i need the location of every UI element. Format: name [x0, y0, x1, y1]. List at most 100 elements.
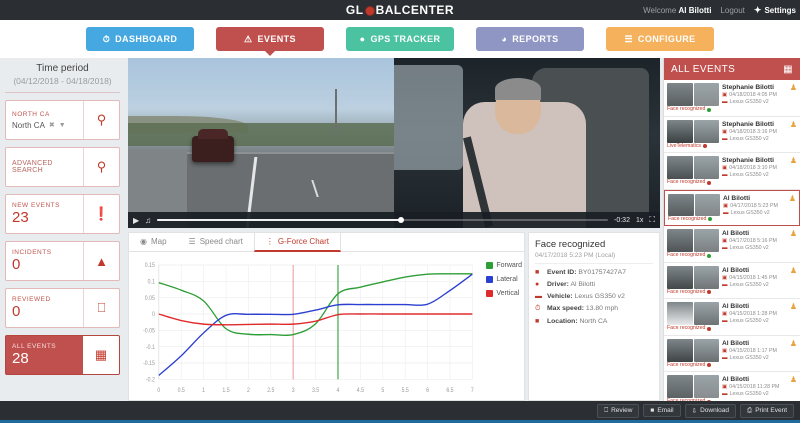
region-filter-card[interactable]: NORTH CA North CA ✖ ▼ ⚲: [5, 100, 120, 140]
chart-xtick: 4: [337, 388, 340, 394]
stat-reviewed-body: REVIEWED 0: [6, 289, 83, 327]
download-button[interactable]: ⇩ Download: [684, 403, 736, 418]
event-thumbnails[interactable]: Face recognized: [667, 302, 719, 332]
video-progress-scrubber[interactable]: [157, 217, 609, 223]
region-selected-value: North CA: [12, 120, 45, 130]
nav-tab-reports[interactable]: ◕ REPORTS: [476, 27, 584, 51]
top-header-bar: GL BAL CENTER Welcome Al Bilotti Logout …: [0, 0, 800, 20]
chevron-down-icon[interactable]: ▼: [58, 121, 66, 129]
event-thumbnails[interactable]: Face recognized: [667, 229, 719, 259]
event-list-item[interactable]: Face recognized Al Bilotti ▣ 04/17/2018 5:1…: [664, 226, 800, 263]
tab-map[interactable]: ◉ Map: [129, 233, 178, 251]
event-list-item[interactable]: LiveTelematics Stephanie Bilotti ▣ 04/18/20…: [664, 116, 800, 153]
clear-icon[interactable]: ✖: [48, 122, 55, 129]
chart-ytick: -0.15: [143, 361, 155, 367]
left-sidebar: Time period (04/12/2018 - 04/18/2018) NO…: [0, 58, 125, 401]
thumbnail-road-cam: [667, 338, 693, 362]
nav-tab-configure[interactable]: ☰ CONFIGURE: [606, 27, 714, 51]
columns-icon[interactable]: ▦: [783, 63, 793, 75]
event-list-item[interactable]: Face recognized Al Bilotti ▣ 04/15/2018 1:4…: [664, 262, 800, 299]
event-list-item[interactable]: Face recognized Al Bilotti ▣ 04/15/2018 1:2…: [664, 299, 800, 336]
event-thumbnails[interactable]: LiveTelematics: [667, 119, 719, 150]
print-event-button[interactable]: ⎙ Print Event: [740, 403, 794, 418]
region-filter-label: NORTH CA: [12, 110, 50, 118]
nav-tab-dashboard[interactable]: ⏱ DASHBOARD: [86, 27, 194, 51]
video-player[interactable]: ▶ ♫ -0:32 1x ⛶: [128, 58, 660, 228]
event-thumbnails[interactable]: Face recognized: [667, 83, 719, 113]
event-date-row: ▣ 04/17/2018 5:16 PM: [722, 238, 785, 244]
tab-g-force-chart[interactable]: ⋮ G-Force Chart: [253, 233, 341, 252]
email-button[interactable]: ■ Email: [643, 404, 681, 417]
stat-card-incidents[interactable]: INCIDENTS 0 ▲: [5, 241, 120, 281]
center-column: ▶ ♫ -0:32 1x ⛶ ◉ Map: [125, 58, 663, 401]
detail-max-speed-value: 13.80 mph: [585, 305, 619, 312]
globe-icon: [364, 6, 375, 16]
print-icon: ⎙: [747, 406, 753, 414]
video-progress-knob[interactable]: [397, 217, 404, 223]
event-list-item[interactable]: Face recognized Al Bilotti ▣ 04/17/2018 5:2…: [664, 189, 800, 226]
event-tag-label: Face recognized: [667, 179, 706, 186]
nav-tab-gps-tracker[interactable]: ● GPS TRACKER: [346, 27, 454, 51]
logout-link[interactable]: Logout: [720, 5, 745, 15]
location-icon: ■: [535, 318, 540, 325]
nav-tab-events[interactable]: ⚠ EVENTS: [216, 27, 324, 56]
event-vehicle-row: ▬ Lexus GS350 v2: [723, 210, 784, 216]
time-period-block[interactable]: Time period (04/12/2018 - 04/18/2018): [5, 58, 120, 93]
event-detail-panel: Face recognized 04/17/2018 5:23 PM (Loca…: [528, 232, 660, 401]
app-logo[interactable]: GL BAL CENTER: [346, 3, 454, 17]
event-list-item[interactable]: Face recognized Stephanie Bilotti ▣ 04/18/2…: [664, 153, 800, 190]
tab-speed-chart[interactable]: ☰ Speed chart: [178, 233, 254, 251]
volume-icon[interactable]: ♫: [145, 215, 152, 225]
video-feed-road-camera[interactable]: [128, 58, 394, 228]
review-button[interactable]: ⎕ Review: [597, 403, 640, 418]
advanced-search-card[interactable]: ADVANCED SEARCH ⚲: [5, 147, 120, 187]
event-vehicle-row: ▬ Lexus GS350 v2: [722, 245, 785, 251]
video-playback-speed[interactable]: 1x: [635, 216, 644, 224]
treeline-shape: [128, 122, 394, 147]
stat-all-events-label: ALL EVENTS: [12, 342, 57, 350]
event-thumbnails[interactable]: Face recognized: [667, 375, 719, 401]
event-date: 04/15/2018 1:45 PM: [729, 274, 777, 281]
fullscreen-icon[interactable]: ⛶: [649, 215, 655, 224]
event-list-item[interactable]: Face recognized Stephanie Bilotti ▣ 04/18/2…: [664, 80, 800, 117]
detail-driver-value: Al Bilotti: [570, 281, 595, 288]
detail-row-max-speed: ⏱ Max speed: 13.80 mph: [535, 305, 653, 313]
event-list-item[interactable]: Face recognized Al Bilotti ▣ 04/15/2018 1:1…: [664, 335, 800, 372]
event-list-item[interactable]: Face recognized Al Bilotti▣04/15/2018 11:…: [664, 372, 800, 401]
play-icon[interactable]: ▶: [133, 215, 140, 225]
event-vehicle: Lexus GS350 v2: [729, 281, 769, 288]
calendar-icon: ▣: [722, 165, 728, 171]
settings-button[interactable]: ✦ Settings: [754, 5, 796, 16]
stat-card-new-events[interactable]: NEW EVENTS 23 ❗: [5, 194, 120, 234]
search-icon[interactable]: ⚲: [83, 148, 119, 186]
speed-icon: ⏱: [535, 305, 541, 312]
logo-text-pre: GL: [345, 3, 364, 17]
event-thumbnail-pair: [668, 193, 720, 216]
event-thumbnail-pair: [667, 302, 719, 326]
legend-item-vertical[interactable]: Vertical: [486, 290, 522, 297]
map-pin-icon[interactable]: ⚲: [83, 101, 119, 139]
thumbnail-road-cam: [667, 156, 693, 180]
event-thumbnails[interactable]: Face recognized: [667, 156, 719, 186]
detail-max-speed-text: Max speed: 13.80 mph: [547, 305, 618, 312]
chart-xtick: 2: [247, 388, 250, 394]
chart-xtick: 2.5: [267, 388, 274, 394]
nav-tab-events-label: EVENTS: [257, 34, 296, 44]
events-list[interactable]: Face recognized Stephanie Bilotti ▣ 04/18/2…: [664, 80, 800, 401]
stat-card-reviewed[interactable]: REVIEWED 0 ⎕: [5, 288, 120, 328]
stat-card-all-events[interactable]: ALL EVENTS 28 ▦: [5, 335, 120, 375]
nav-tab-dashboard-label: DASHBOARD: [115, 34, 178, 44]
nav-tab-reports-label: REPORTS: [512, 34, 559, 44]
event-thumbnails[interactable]: Face recognized: [667, 265, 719, 296]
event-thumbnail-pair: [667, 265, 719, 289]
event-date: 04/18/2018 3:16 PM: [729, 128, 777, 135]
info-icon: ⋮: [265, 237, 274, 246]
legend-item-forward[interactable]: Forward: [486, 262, 522, 269]
video-feed-driver-camera[interactable]: [394, 58, 660, 228]
event-thumbnails[interactable]: Face recognized: [667, 338, 719, 369]
legend-item-lateral[interactable]: Lateral: [486, 276, 522, 283]
event-tag-status-dot: [708, 217, 713, 222]
stat-incidents-value: 0: [12, 255, 21, 273]
region-select[interactable]: North CA ✖ ▼: [12, 121, 77, 130]
event-thumbnails[interactable]: Face recognized: [668, 193, 720, 223]
